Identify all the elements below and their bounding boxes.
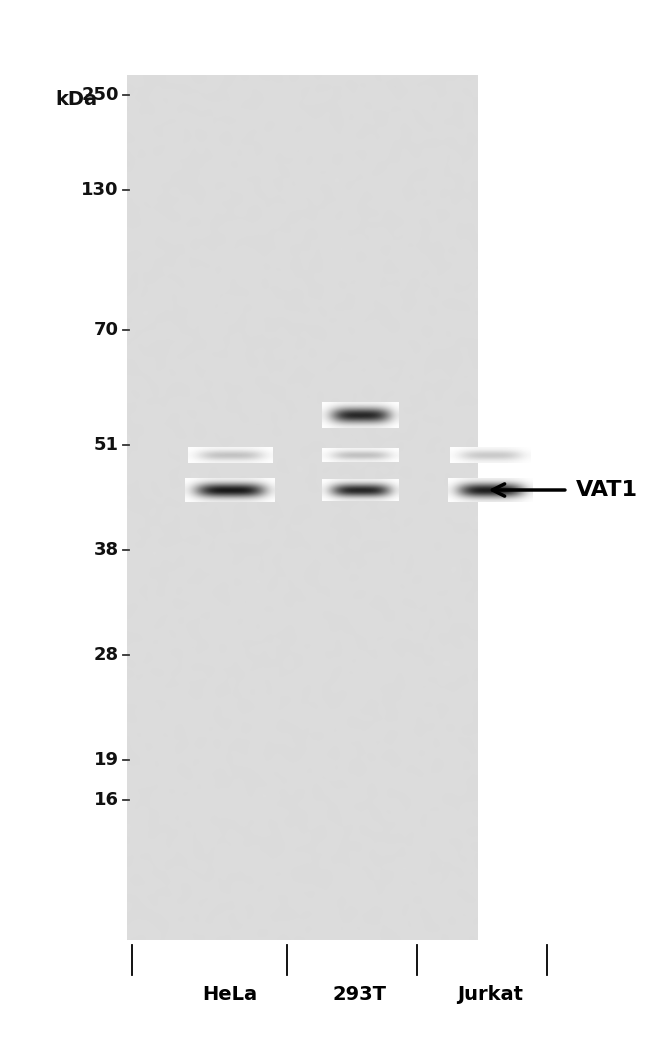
Text: HeLa: HeLa (202, 985, 257, 1004)
Text: 16: 16 (94, 791, 119, 809)
Text: 28: 28 (94, 646, 119, 664)
Text: Jurkat: Jurkat (457, 985, 523, 1004)
Text: 293T: 293T (333, 985, 387, 1004)
Text: 250: 250 (81, 87, 119, 104)
Text: 51: 51 (94, 436, 119, 454)
Text: VAT1: VAT1 (576, 480, 638, 500)
Text: 19: 19 (94, 751, 119, 769)
Text: 70: 70 (94, 321, 119, 339)
Text: 38: 38 (94, 541, 119, 559)
Text: 130: 130 (81, 181, 119, 199)
Text: kDa: kDa (56, 90, 98, 109)
